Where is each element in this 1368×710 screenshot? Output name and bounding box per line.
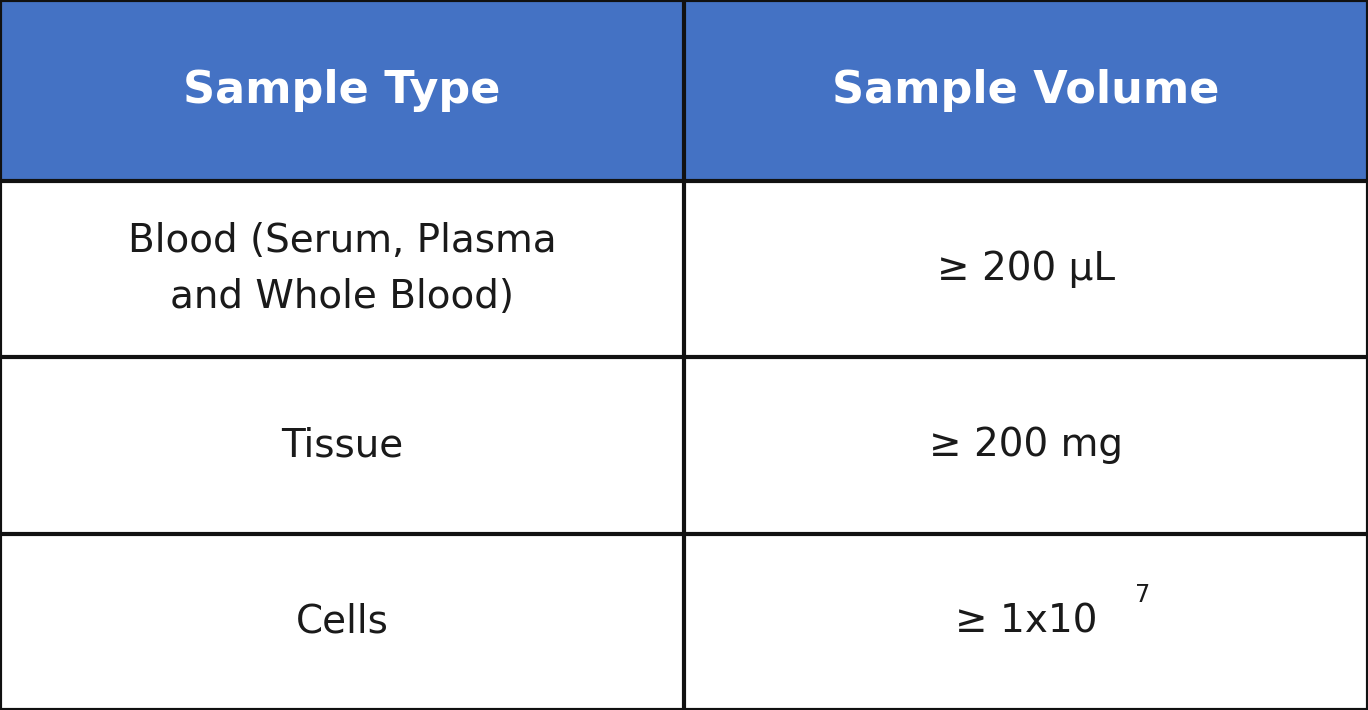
Text: Blood (Serum, Plasma
and Whole Blood): Blood (Serum, Plasma and Whole Blood) [127,222,557,316]
Bar [0,0,684,181]
Bar [684,0,1368,181]
Bar [684,181,1368,357]
Text: ≥ 200 mg: ≥ 200 mg [929,427,1123,464]
Bar [0,181,684,357]
Text: Sample Type: Sample Type [183,69,501,112]
Bar [684,534,1368,710]
Text: Cells: Cells [295,603,389,641]
Text: ≥ 200 μL: ≥ 200 μL [937,250,1115,288]
Text: Sample Volume: Sample Volume [832,69,1220,112]
Text: Tissue: Tissue [280,427,404,464]
Bar [684,357,1368,534]
Text: 7: 7 [1134,583,1150,607]
Bar [0,534,684,710]
Bar [0,357,684,534]
Text: ≥ 1x10: ≥ 1x10 [955,603,1097,641]
